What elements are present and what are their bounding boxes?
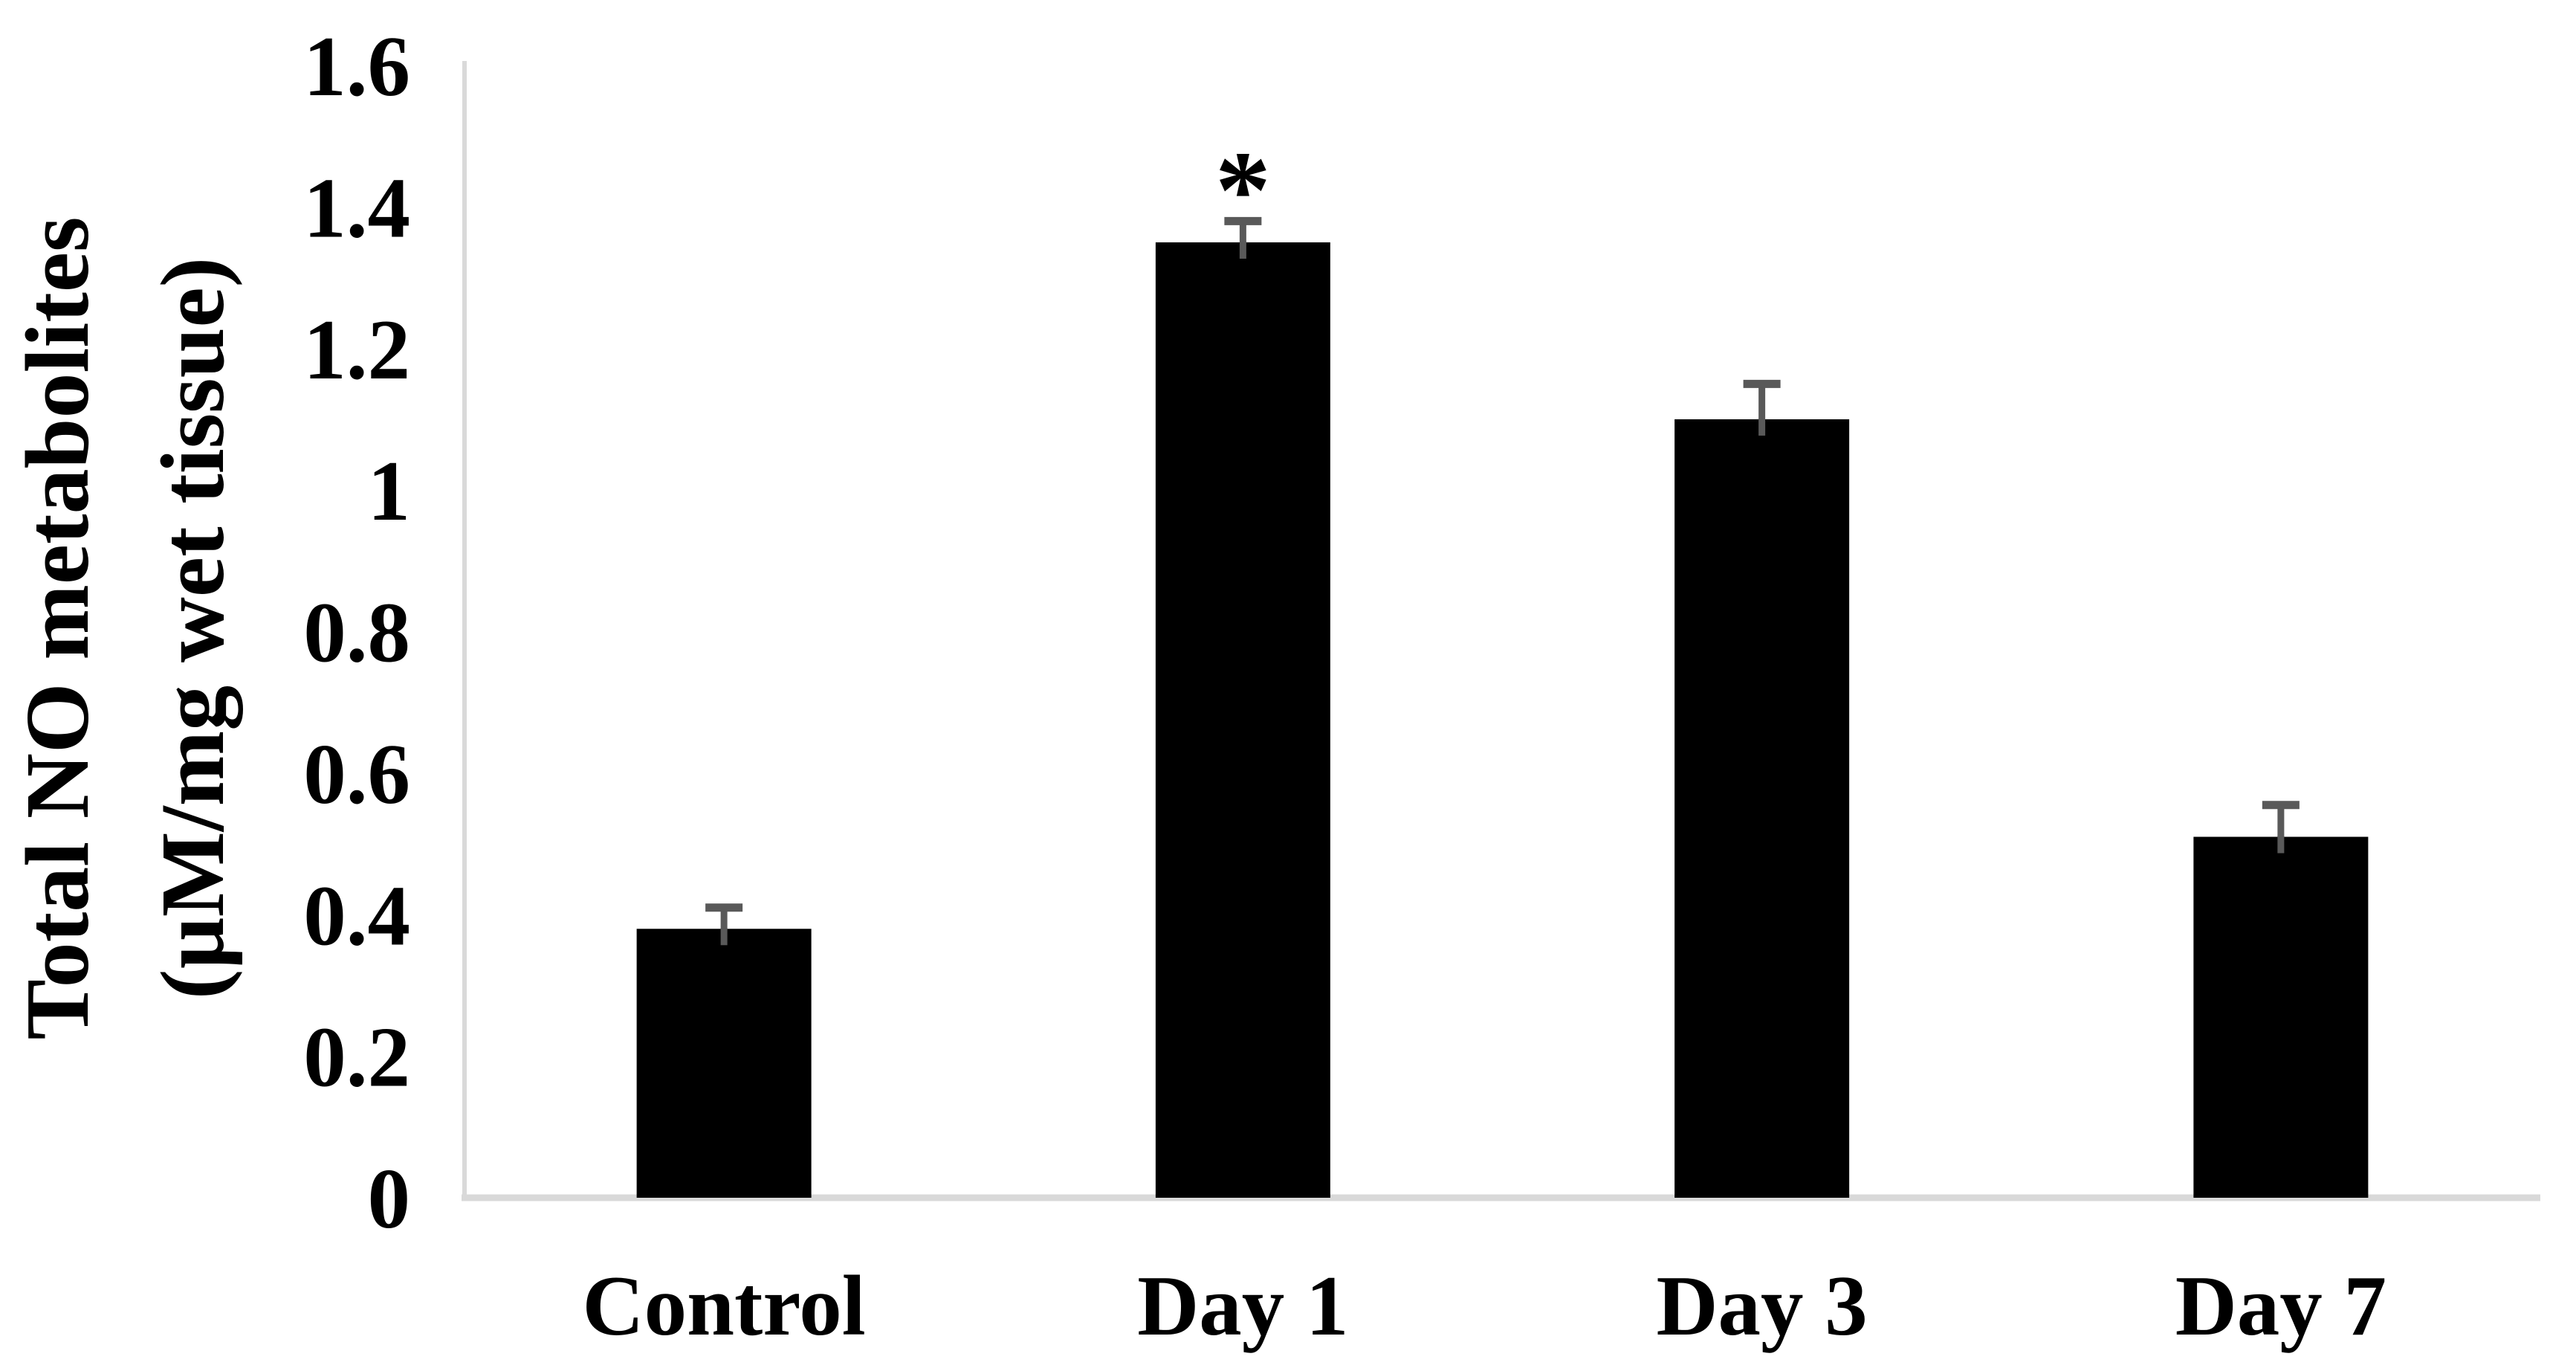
y-tick-label-0-8: 0.8 <box>303 586 410 680</box>
x-tick-label-control: Control <box>583 1259 866 1353</box>
significance-asterisk-day-1: * <box>1215 129 1271 252</box>
y-tick-label-0-4: 0.4 <box>303 868 410 963</box>
x-tick-label-day-7: Day 7 <box>2175 1259 2386 1353</box>
y-tick-label-0-2: 0.2 <box>303 1010 410 1105</box>
y-tick-label-1-6: 1.6 <box>303 19 410 114</box>
x-tick-label-day-1: Day 1 <box>1137 1259 1348 1353</box>
bar-day-1 <box>1155 242 1330 1198</box>
y-tick-label-1-2: 1.2 <box>303 303 410 397</box>
y-tick-label-1-4: 1.4 <box>303 161 410 255</box>
y-tick-label-0-6: 0.6 <box>303 727 410 822</box>
bar-day-7 <box>2193 836 2369 1198</box>
bar-day-3 <box>1674 419 1850 1198</box>
y-tick-label-1: 1 <box>368 444 411 538</box>
x-tick-label-day-3: Day 3 <box>1656 1259 1867 1353</box>
y-tick-label-0: 0 <box>368 1152 411 1246</box>
bar-control <box>636 929 812 1198</box>
